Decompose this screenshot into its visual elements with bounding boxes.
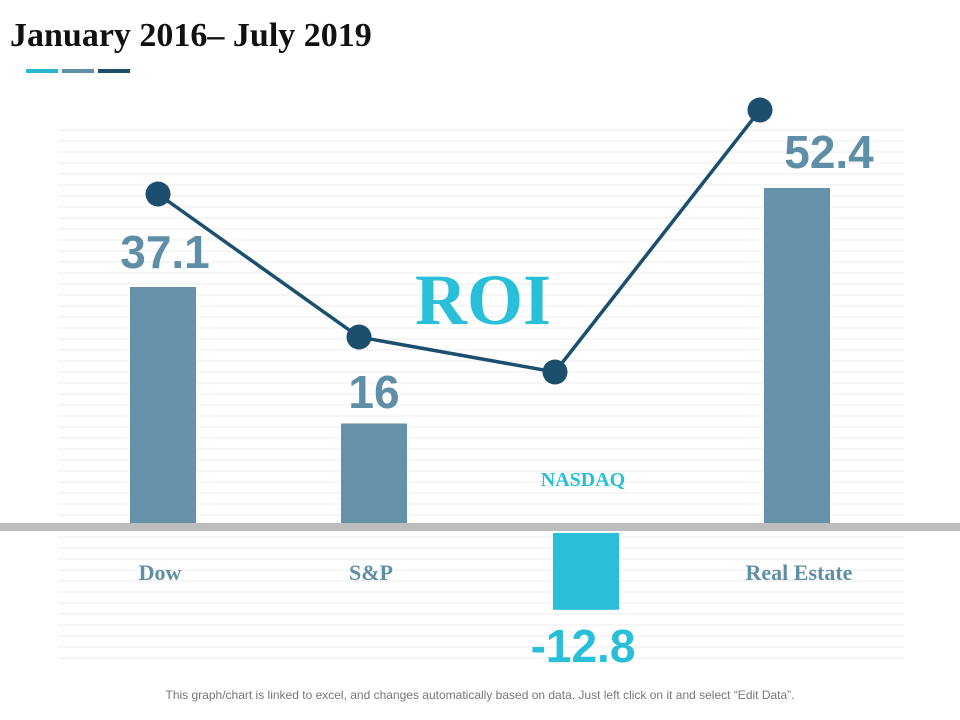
chart-title: ROI bbox=[415, 260, 551, 340]
category-label: Real Estate bbox=[746, 560, 853, 585]
bar-s-p bbox=[341, 423, 407, 527]
bar-nasdaq bbox=[553, 533, 619, 610]
roi-point-marker bbox=[346, 324, 372, 350]
roi-point-marker bbox=[542, 359, 568, 385]
chart-bars bbox=[130, 187, 830, 610]
roi-point-marker bbox=[747, 97, 773, 123]
chart-labels: 37.1 16 -12.8 52.4 Dow S&P NASDAQ Real Estate bbox=[120, 126, 874, 672]
bar-dow bbox=[130, 286, 196, 527]
value-label: -12.8 bbox=[531, 620, 636, 672]
roi-point-marker bbox=[145, 181, 171, 207]
bar-real-estate bbox=[764, 187, 830, 528]
roi-trend-line bbox=[156, 108, 762, 374]
value-label: 16 bbox=[348, 366, 399, 418]
title-accent-line-2 bbox=[62, 69, 94, 73]
title-accent-line-3 bbox=[98, 69, 130, 73]
chart-gridlines bbox=[58, 129, 904, 659]
category-label: NASDAQ bbox=[541, 469, 625, 491]
category-label: S&P bbox=[349, 560, 393, 585]
category-label: Dow bbox=[139, 560, 182, 585]
value-label: 52.4 bbox=[784, 126, 874, 178]
page-title: January 2016– July 2019 bbox=[10, 17, 372, 54]
footnote: This graph/chart is linked to excel, and… bbox=[165, 688, 795, 702]
chart-overlay-line bbox=[145, 97, 773, 385]
title-accent-line-1 bbox=[26, 69, 58, 73]
value-label: 37.1 bbox=[120, 226, 210, 278]
chart-zero-axis bbox=[0, 523, 960, 531]
